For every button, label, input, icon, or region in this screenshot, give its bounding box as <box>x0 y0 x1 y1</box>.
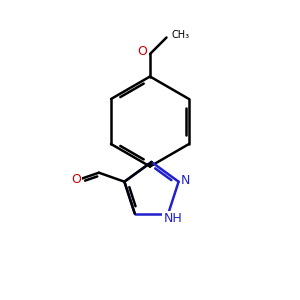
Text: N: N <box>181 174 190 187</box>
Text: O: O <box>71 173 81 186</box>
Text: CH₃: CH₃ <box>171 29 189 40</box>
Text: NH: NH <box>164 212 182 225</box>
Text: O: O <box>138 45 147 58</box>
